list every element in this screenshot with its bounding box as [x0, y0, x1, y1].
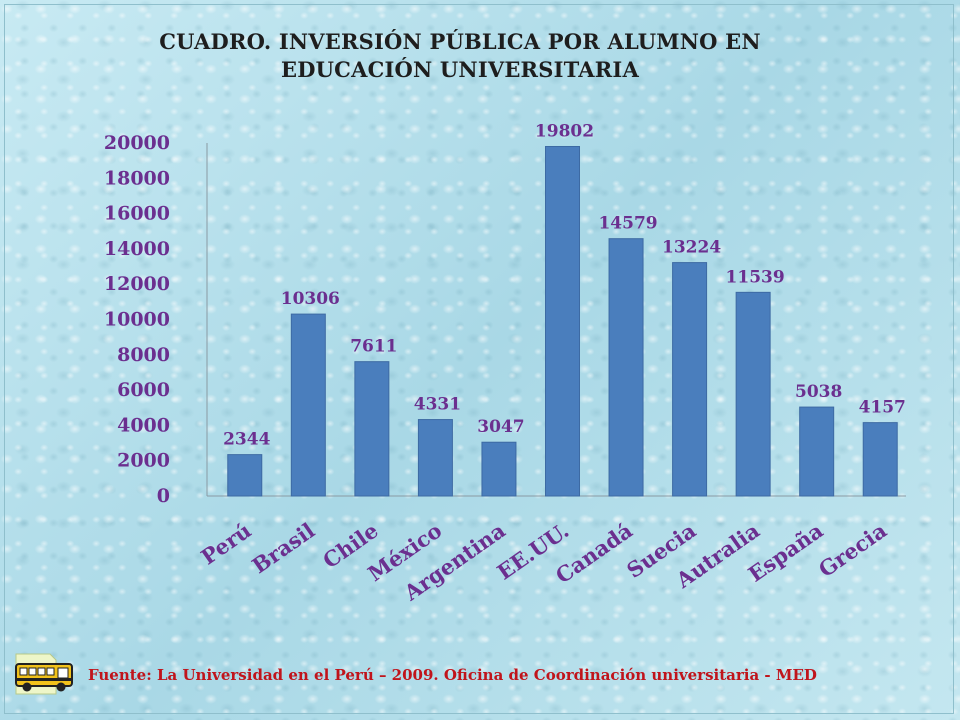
- data-label-4: 3047: [477, 417, 524, 437]
- category-label-0: Perú: [196, 518, 255, 570]
- category-label-1: Brasil: [247, 518, 319, 579]
- bar-0: [227, 454, 263, 497]
- bar-8: [735, 291, 771, 497]
- chart-title: CUADRO. INVERSIÓN PÚBLICA POR ALUMNO EN …: [140, 28, 780, 84]
- data-label-0: 2344: [223, 430, 270, 450]
- bar-6: [608, 238, 644, 497]
- bar-4: [481, 441, 517, 497]
- y-tick-label: 10000: [104, 309, 170, 331]
- bar-2: [354, 361, 390, 497]
- source-note: Fuente: La Universidad en el Perú – 2009…: [88, 666, 817, 684]
- bar-5: [545, 145, 580, 497]
- y-tick-label: 2000: [117, 450, 170, 472]
- data-label-2: 7611: [350, 337, 397, 357]
- data-label-9: 5038: [795, 382, 842, 402]
- data-label-7: 13224: [662, 238, 721, 258]
- bar-chart: 0 2000 4000 6000 8000 10000 12000 14000 16000 180…: [104, 121, 906, 606]
- y-tick-label: 6000: [117, 379, 170, 401]
- data-label-1: 10306: [281, 289, 340, 309]
- bar-1: [290, 313, 326, 497]
- bar-7: [672, 262, 708, 497]
- slide-frame: [4, 4, 954, 714]
- data-label-3: 4331: [414, 395, 461, 415]
- y-tick-label: 14000: [104, 238, 170, 260]
- y-tick-label: 20000: [104, 132, 170, 154]
- y-tick-label: 18000: [104, 167, 170, 189]
- bar-3: [417, 419, 453, 497]
- title-line-2: EDUCACIÓN UNIVERSITARIA: [281, 57, 639, 82]
- y-tick-label: 4000: [117, 414, 170, 436]
- bus-icon: [10, 650, 78, 702]
- y-tick-label: 0: [157, 485, 170, 507]
- data-label-10: 4157: [859, 398, 906, 418]
- data-label-5: 19802: [535, 121, 594, 141]
- data-label-8: 11539: [726, 267, 785, 287]
- category-label-10: Grecia: [814, 517, 892, 582]
- y-tick-label: 8000: [117, 344, 170, 366]
- title-line-1: CUADRO. INVERSIÓN PÚBLICA POR ALUMNO EN: [159, 29, 761, 54]
- y-tick-label: 12000: [104, 273, 170, 295]
- y-tick-label: 16000: [104, 203, 170, 225]
- bar-9: [799, 406, 835, 497]
- data-label-6: 14579: [598, 214, 657, 234]
- bar-10: [862, 422, 898, 497]
